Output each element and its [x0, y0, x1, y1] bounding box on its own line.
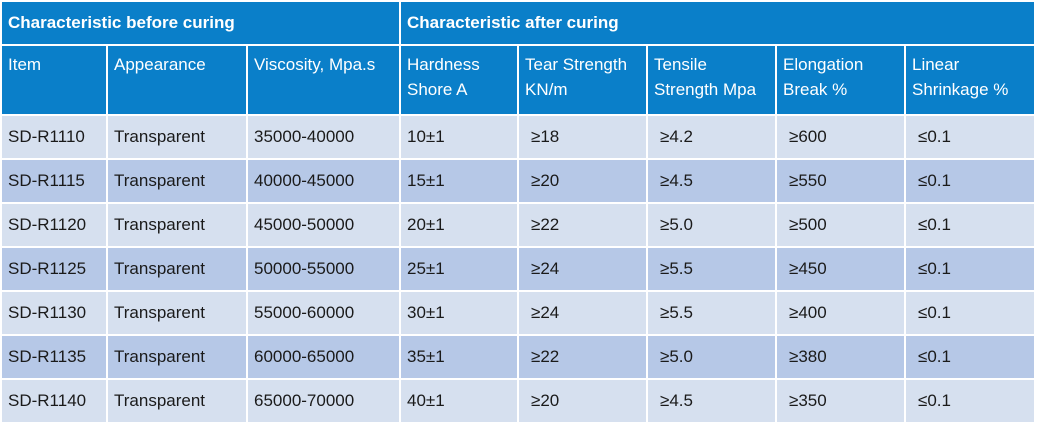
cell-tensile-strength: ≥5.5 — [646, 246, 777, 292]
table-row: SD-R1110 Transparent 35000-40000 10±1 ≥18 ≥4.… — [0, 114, 1037, 160]
group-header-row: Characteristic before curing Characteris… — [0, 0, 1037, 46]
column-header-tear-strength: Tear Strength KN/m — [517, 44, 648, 116]
cell-appearance: Transparent — [106, 158, 248, 204]
cell-tear-strength: ≥24 — [517, 290, 648, 336]
cell-viscosity: 40000-45000 — [246, 158, 401, 204]
cell-hardness: 30±1 — [399, 290, 519, 336]
cell-linear-shrinkage: ≤0.1 — [903, 290, 1037, 336]
column-header-line: Strength Mpa — [654, 80, 757, 99]
cell-item: SD-R1120 — [0, 202, 108, 248]
cell-elongation: ≥380 — [775, 334, 906, 380]
cell-viscosity: 55000-60000 — [246, 290, 401, 336]
column-header-appearance: Appearance — [106, 44, 248, 116]
cell-appearance: Transparent — [106, 202, 248, 248]
cell-elongation: ≥400 — [775, 290, 906, 336]
cell-elongation: ≥450 — [775, 246, 906, 292]
group-before-curing: Characteristic before curing — [0, 0, 401, 46]
column-header-hardness: Hardness Shore A — [399, 44, 519, 116]
table-body: SD-R1110 Transparent 35000-40000 10±1 ≥18 ≥4.… — [0, 114, 1037, 424]
column-header-tensile-strength: Tensile Strength Mpa — [646, 44, 777, 116]
column-header-item: Item — [0, 44, 108, 116]
column-header-line: Tear Strength — [525, 55, 628, 74]
cell-viscosity: 50000-55000 — [246, 246, 401, 292]
cell-tensile-strength: ≥5.0 — [646, 334, 777, 380]
table-row: SD-R1130 Transparent 55000-60000 30±1 ≥24 ≥5.… — [0, 290, 1037, 336]
cell-tear-strength: ≥24 — [517, 246, 648, 292]
table-row: SD-R1115 Transparent 40000-45000 15±1 ≥20 ≥4.… — [0, 158, 1037, 204]
column-header-line: Elongation — [783, 55, 864, 74]
cell-elongation: ≥550 — [775, 158, 906, 204]
cell-viscosity: 65000-70000 — [246, 378, 401, 424]
column-header-line: Hardness — [407, 55, 480, 74]
cell-linear-shrinkage: ≤0.1 — [903, 114, 1037, 160]
cell-item: SD-R1135 — [0, 334, 108, 380]
cell-tear-strength: ≥22 — [517, 334, 648, 380]
cell-elongation: ≥600 — [775, 114, 906, 160]
cell-hardness: 35±1 — [399, 334, 519, 380]
cell-appearance: Transparent — [106, 114, 248, 160]
cell-appearance: Transparent — [106, 334, 248, 380]
cell-tear-strength: ≥20 — [517, 378, 648, 424]
column-header-elongation: Elongation Break % — [775, 44, 906, 116]
column-header-line: Shore A — [407, 80, 468, 99]
cell-item: SD-R1115 — [0, 158, 108, 204]
cell-hardness: 40±1 — [399, 378, 519, 424]
cell-appearance: Transparent — [106, 246, 248, 292]
cell-linear-shrinkage: ≤0.1 — [903, 378, 1037, 424]
cell-linear-shrinkage: ≤0.1 — [903, 202, 1037, 248]
spec-table: Characteristic before curing Characteris… — [0, 0, 1037, 424]
column-header-line: KN/m — [525, 80, 568, 99]
cell-tear-strength: ≥18 — [517, 114, 648, 160]
cell-linear-shrinkage: ≤0.1 — [903, 246, 1037, 292]
cell-tensile-strength: ≥4.2 — [646, 114, 777, 160]
column-header-line: Break % — [783, 80, 848, 99]
cell-item: SD-R1125 — [0, 246, 108, 292]
cell-appearance: Transparent — [106, 290, 248, 336]
cell-tensile-strength: ≥4.5 — [646, 158, 777, 204]
table-row: SD-R1140 Transparent 65000-70000 40±1 ≥20 ≥4.… — [0, 378, 1037, 424]
table-row: SD-R1125 Transparent 50000-55000 25±1 ≥24 ≥5.… — [0, 246, 1037, 292]
cell-tear-strength: ≥22 — [517, 202, 648, 248]
cell-item: SD-R1140 — [0, 378, 108, 424]
column-header-line: Tensile — [654, 55, 707, 74]
cell-hardness: 10±1 — [399, 114, 519, 160]
column-header-line: Linear — [912, 55, 960, 74]
group-after-curing: Characteristic after curing — [398, 0, 1037, 46]
cell-hardness: 20±1 — [399, 202, 519, 248]
table-row: SD-R1120 Transparent 45000-50000 20±1 ≥22 ≥5.… — [0, 202, 1037, 248]
cell-viscosity: 45000-50000 — [246, 202, 401, 248]
cell-appearance: Transparent — [106, 378, 248, 424]
cell-viscosity: 35000-40000 — [246, 114, 401, 160]
column-header-line: Appearance — [114, 55, 206, 74]
cell-item: SD-R1110 — [0, 114, 108, 160]
column-header-viscosity: Viscosity, Mpa.s — [246, 44, 401, 116]
column-header-line: Shrinkage % — [912, 80, 1009, 99]
cell-hardness: 15±1 — [399, 158, 519, 204]
cell-elongation: ≥500 — [775, 202, 906, 248]
cell-linear-shrinkage: ≤0.1 — [903, 334, 1037, 380]
column-header-line: Item — [8, 55, 42, 74]
cell-tear-strength: ≥20 — [517, 158, 648, 204]
cell-item: SD-R1130 — [0, 290, 108, 336]
cell-tensile-strength: ≥4.5 — [646, 378, 777, 424]
cell-hardness: 25±1 — [399, 246, 519, 292]
cell-viscosity: 60000-65000 — [246, 334, 401, 380]
column-header-line: Viscosity, Mpa.s — [254, 55, 376, 74]
cell-tensile-strength: ≥5.0 — [646, 202, 777, 248]
cell-linear-shrinkage: ≤0.1 — [903, 158, 1037, 204]
column-header-row: Item Appearance Viscosity, Mpa.s Hardness Sh… — [0, 44, 1037, 116]
column-header-linear-shrinkage: Linear Shrinkage % — [903, 44, 1037, 116]
cell-tensile-strength: ≥5.5 — [646, 290, 777, 336]
table-row: SD-R1135 Transparent 60000-65000 35±1 ≥22 ≥5.… — [0, 334, 1037, 380]
cell-elongation: ≥350 — [775, 378, 906, 424]
